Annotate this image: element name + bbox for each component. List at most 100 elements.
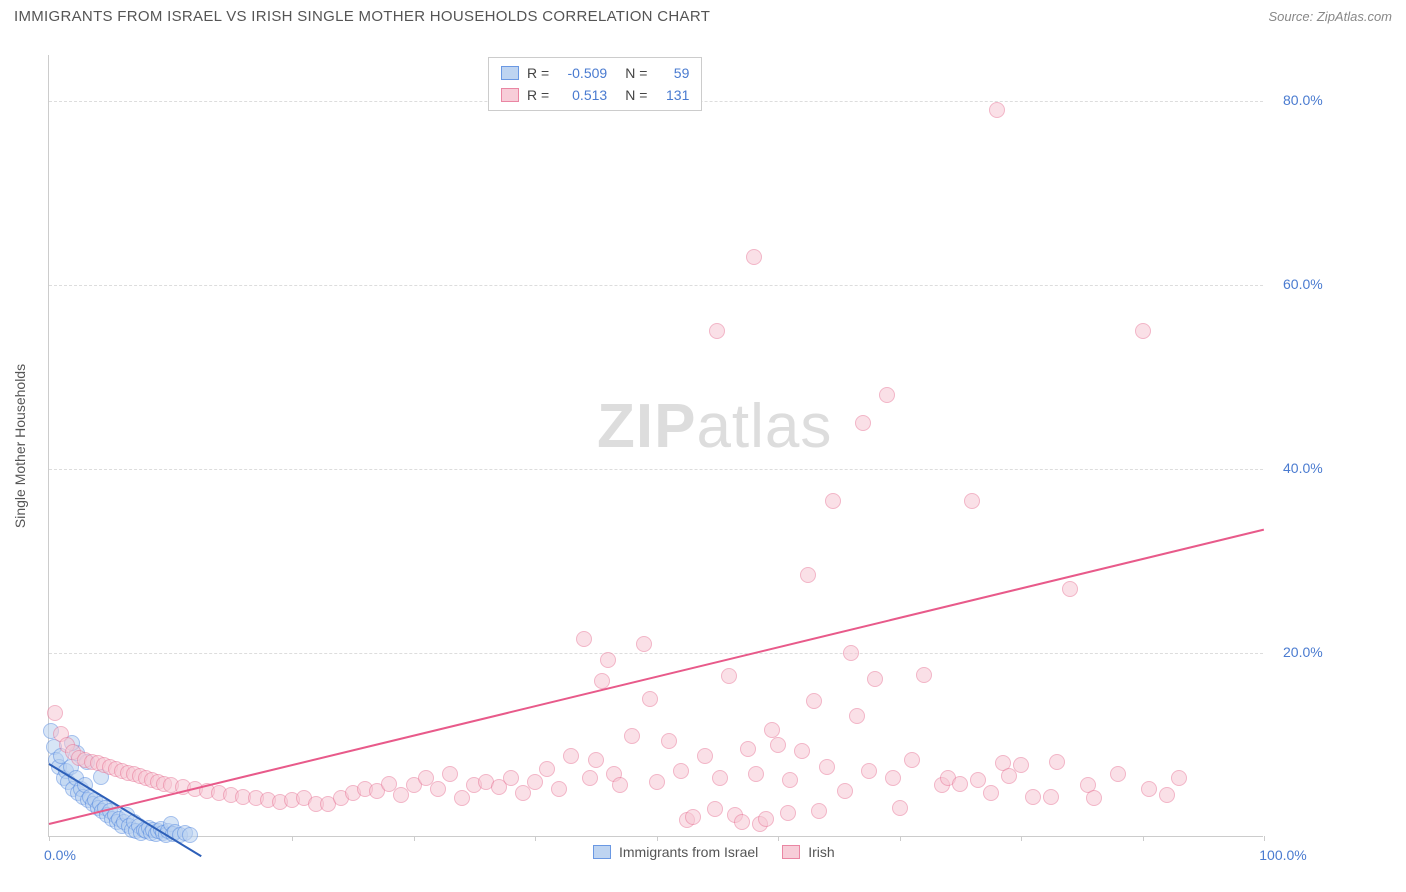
data-point: [661, 733, 677, 749]
data-point: [673, 763, 689, 779]
stat-n-label: N =: [625, 62, 647, 84]
y-tick-label: 40.0%: [1283, 460, 1323, 476]
data-point: [740, 741, 756, 757]
data-point: [582, 770, 598, 786]
data-point: [442, 766, 458, 782]
legend-stats-row: R = -0.509 N = 59: [501, 62, 689, 84]
data-point: [970, 772, 986, 788]
stat-n-label: N =: [625, 84, 647, 106]
data-point: [642, 691, 658, 707]
data-point: [430, 781, 446, 797]
data-point: [879, 387, 895, 403]
x-tick: [292, 836, 293, 841]
legend-series-name: Irish: [808, 844, 834, 860]
data-point: [1013, 757, 1029, 773]
x-tick-label: 0.0%: [44, 847, 76, 863]
data-point: [734, 814, 750, 830]
data-point: [1159, 787, 1175, 803]
y-tick-label: 60.0%: [1283, 276, 1323, 292]
chart-container: ZIPatlas Single Mother Households 20.0%4…: [48, 55, 1263, 837]
data-point: [588, 752, 604, 768]
x-tick: [414, 836, 415, 841]
data-point: [855, 415, 871, 431]
data-point: [849, 708, 865, 724]
data-point: [1086, 790, 1102, 806]
x-tick: [49, 836, 50, 841]
data-point: [764, 722, 780, 738]
data-point: [551, 781, 567, 797]
stat-r-value: -0.509: [557, 62, 607, 84]
data-point: [989, 102, 1005, 118]
stat-r-value: 0.513: [557, 84, 607, 106]
stat-r-label: R =: [527, 62, 549, 84]
x-tick: [1264, 836, 1265, 841]
data-point: [964, 493, 980, 509]
stat-n-value: 59: [655, 62, 689, 84]
stat-r-label: R =: [527, 84, 549, 106]
y-axis-label: Single Mother Households: [12, 364, 28, 528]
data-point: [837, 783, 853, 799]
data-point: [1135, 323, 1151, 339]
data-point: [721, 668, 737, 684]
data-point: [600, 652, 616, 668]
bottom-legend-item: Immigrants from Israel: [593, 844, 758, 860]
data-point: [825, 493, 841, 509]
data-point: [576, 631, 592, 647]
data-point: [916, 667, 932, 683]
data-point: [454, 790, 470, 806]
data-point: [758, 811, 774, 827]
data-point: [1025, 789, 1041, 805]
data-point: [563, 748, 579, 764]
data-point: [794, 743, 810, 759]
data-point: [182, 827, 198, 843]
data-point: [1062, 581, 1078, 597]
data-point: [819, 759, 835, 775]
legend-stats-row: R = 0.513 N = 131: [501, 84, 689, 106]
x-tick: [535, 836, 536, 841]
gridline: [49, 469, 1263, 470]
data-point: [983, 785, 999, 801]
data-point: [709, 323, 725, 339]
data-point: [527, 774, 543, 790]
x-tick: [1021, 836, 1022, 841]
data-point: [712, 770, 728, 786]
data-point: [612, 777, 628, 793]
data-point: [861, 763, 877, 779]
legend-color-box: [593, 845, 611, 859]
data-point: [594, 673, 610, 689]
gridline: [49, 653, 1263, 654]
x-tick-label: 100.0%: [1259, 847, 1306, 863]
data-point: [685, 809, 701, 825]
data-point: [1043, 789, 1059, 805]
plot-area: ZIPatlas: [48, 55, 1263, 837]
data-point: [636, 636, 652, 652]
stat-n-value: 131: [655, 84, 689, 106]
chart-header: IMMIGRANTS FROM ISRAEL VS IRISH SINGLE M…: [0, 0, 1406, 31]
data-point: [780, 805, 796, 821]
data-point: [746, 249, 762, 265]
data-point: [503, 770, 519, 786]
data-point: [952, 776, 968, 792]
bottom-legend-item: Irish: [782, 844, 834, 860]
watermark: ZIPatlas: [597, 391, 832, 462]
data-point: [892, 800, 908, 816]
legend-series-name: Immigrants from Israel: [619, 844, 758, 860]
data-point: [697, 748, 713, 764]
data-point: [1049, 754, 1065, 770]
data-point: [782, 772, 798, 788]
data-point: [904, 752, 920, 768]
gridline: [49, 285, 1263, 286]
legend-color-box: [501, 88, 519, 102]
data-point: [867, 671, 883, 687]
x-tick: [1143, 836, 1144, 841]
data-point: [811, 803, 827, 819]
data-point: [1110, 766, 1126, 782]
x-tick: [900, 836, 901, 841]
data-point: [1141, 781, 1157, 797]
chart-source: Source: ZipAtlas.com: [1268, 9, 1392, 24]
data-point: [800, 567, 816, 583]
y-tick-label: 20.0%: [1283, 644, 1323, 660]
data-point: [1171, 770, 1187, 786]
data-point: [624, 728, 640, 744]
legend-stats: R = -0.509 N = 59 R = 0.513 N = 131: [488, 57, 702, 111]
